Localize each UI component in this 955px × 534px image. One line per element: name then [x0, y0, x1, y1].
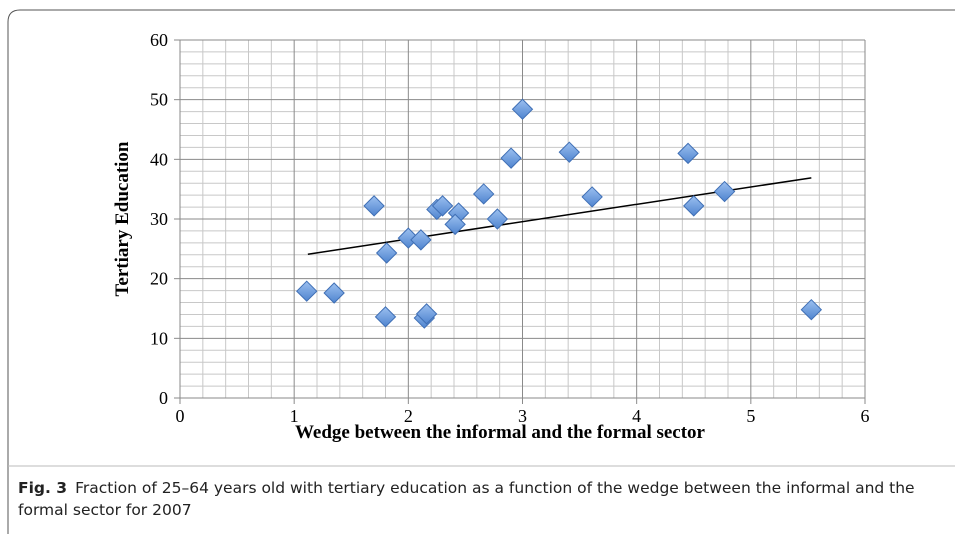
- x-tick-label: 6: [861, 406, 870, 426]
- point: [431, 195, 454, 217]
- caption-label: Fig. 3: [18, 479, 68, 497]
- point: [410, 229, 432, 251]
- point: [363, 195, 385, 217]
- x-axis-title: Wedge between the informal and the forma…: [295, 422, 706, 443]
- y-tick-label: 60: [150, 30, 168, 50]
- x-tick-label: 2: [404, 406, 413, 426]
- x-tick-label: 5: [746, 406, 755, 426]
- point: [472, 183, 495, 205]
- caption: Fig. 3 Fraction of 25–64 years old with t…: [18, 477, 938, 521]
- y-tick-label: 20: [150, 269, 168, 289]
- point: [581, 186, 603, 208]
- figure-frame: [7, 9, 955, 534]
- y-tick-label: 40: [150, 149, 168, 169]
- y-tick-label: 0: [159, 388, 168, 408]
- point: [677, 142, 699, 165]
- point: [444, 213, 466, 236]
- x-tick-label: 1: [290, 406, 299, 426]
- point: [374, 306, 397, 328]
- point: [296, 280, 318, 302]
- point: [713, 180, 736, 203]
- y-axis-title: Tertiary Education: [112, 141, 133, 296]
- point: [683, 195, 705, 217]
- x-tick-label: 0: [176, 406, 185, 426]
- point: [375, 242, 398, 264]
- point: [511, 98, 534, 120]
- y-tick-label: 50: [150, 90, 168, 110]
- point: [415, 303, 438, 325]
- point: [558, 141, 581, 163]
- y-tick-label: 30: [150, 209, 168, 229]
- x-tick-label: 3: [518, 406, 527, 426]
- point: [486, 208, 509, 230]
- y-tick-label: 10: [150, 328, 168, 348]
- x-tick-label: 4: [632, 406, 641, 426]
- point: [800, 298, 823, 321]
- point: [397, 227, 420, 249]
- point: [500, 147, 522, 169]
- caption-text: Fraction of 25–64 years old with tertiar…: [18, 479, 915, 519]
- point: [323, 282, 345, 304]
